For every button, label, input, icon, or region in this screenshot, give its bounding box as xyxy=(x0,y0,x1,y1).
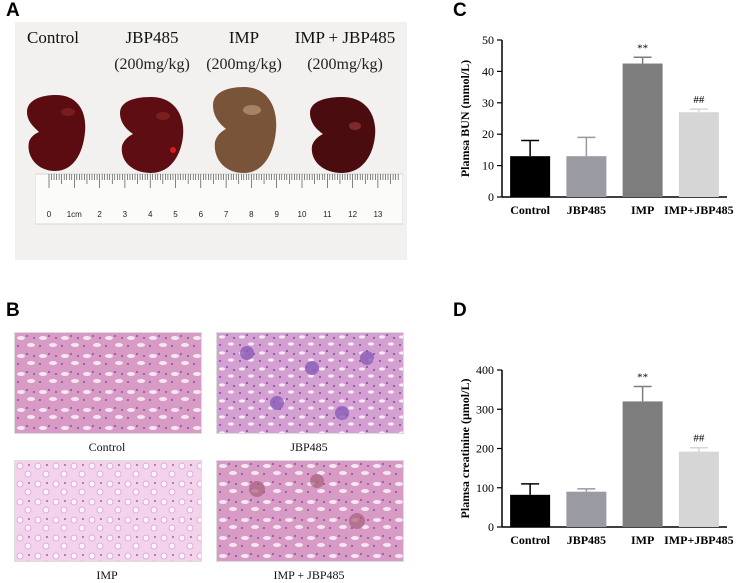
panel-letter-a: A xyxy=(6,0,20,21)
kidney-imp-jbp485 xyxy=(310,97,376,173)
ruler-label: 7 xyxy=(224,210,229,219)
panel-letter-b: B xyxy=(6,300,20,321)
creatinine-category-label: JBP485 xyxy=(567,533,606,547)
histology-imp-jbp485 xyxy=(216,460,404,562)
creatinine-category-label: Control xyxy=(510,533,550,547)
creatinine-bar xyxy=(566,491,607,527)
chart-creatinine: 0 100 200 300 400 Plamsa creatinine (μmol/L) C… xyxy=(458,363,734,547)
creatinine-category-label: IMP xyxy=(631,533,654,547)
bun-y-tick-label: 40 xyxy=(482,64,494,78)
bun-significance-label: ** xyxy=(637,42,648,54)
bun-bar xyxy=(678,112,719,197)
creatinine-category-label: IMP+JBP485 xyxy=(664,533,734,547)
ruler-label: 4 xyxy=(148,210,153,219)
creatinine-bar xyxy=(678,451,719,527)
dose-label-imp: (200mg/kg) xyxy=(206,56,282,73)
ruler-label: 12 xyxy=(348,210,357,219)
ruler-label: 6 xyxy=(199,210,204,219)
ruler-label: 10 xyxy=(298,210,307,219)
ruler: 0 1cm 2 3 4 5 6 7 8 9 10 11 12 13 xyxy=(35,173,403,225)
kidney-control xyxy=(27,95,86,171)
creatinine-y-tick-label: 0 xyxy=(488,520,494,534)
dose-label-jbp485: (200mg/kg) xyxy=(114,56,190,73)
bun-y-tick-label: 50 xyxy=(482,33,494,47)
ruler-label: 3 xyxy=(123,210,128,219)
ruler-label: 5 xyxy=(173,210,178,219)
creatinine-y-tick-label: 400 xyxy=(476,363,494,377)
creatinine-significance-label: ## xyxy=(693,433,705,445)
bun-category-label: IMP xyxy=(631,203,654,217)
dose-label-imp-jbp485: (200mg/kg) xyxy=(307,56,383,73)
creatinine-bar xyxy=(622,401,663,527)
histology-caption-imp-jbp485: IMP + JBP485 xyxy=(273,568,345,582)
bun-category-label: IMP+JBP485 xyxy=(664,203,734,217)
chart-bun: 0 10 20 30 40 50 Plamsa BUN (mmol/L) Control JBP… xyxy=(458,33,734,217)
creatinine-y-label: Plamsa creatinine (μmol/L) xyxy=(458,379,472,519)
ruler-label: 9 xyxy=(274,210,279,219)
bun-significance-label: ## xyxy=(693,94,705,106)
ruler-label: 2 xyxy=(97,210,102,219)
histology-jbp485 xyxy=(216,332,404,434)
bun-category-label: JBP485 xyxy=(567,203,606,217)
group-label-imp-jbp485: IMP + JBP485 xyxy=(294,28,396,47)
bun-category-label: Control xyxy=(510,203,550,217)
bun-bar xyxy=(510,156,551,197)
creatinine-significance-label: ** xyxy=(637,371,648,383)
ruler-label: 8 xyxy=(249,210,254,219)
group-label-jbp485: JBP485 xyxy=(125,28,179,47)
bun-bar xyxy=(566,156,607,197)
ruler-label: 0 xyxy=(47,210,52,219)
ruler-label: 13 xyxy=(373,210,382,219)
creatinine-bar xyxy=(510,494,551,527)
kidney-photo: Control JBP485 IMP IMP + JBP485 (200mg/k… xyxy=(15,22,407,260)
bun-bar xyxy=(622,63,663,197)
histology-caption-jbp485: JBP485 xyxy=(290,440,328,454)
bun-y-tick-label: 20 xyxy=(482,127,494,141)
panel-letter-d: D xyxy=(453,300,467,321)
ruler-label: 1cm xyxy=(67,210,82,219)
creatinine-y-tick-label: 300 xyxy=(476,402,494,416)
histology-control xyxy=(14,332,202,434)
ruler-label: 11 xyxy=(323,210,332,219)
histology-caption-imp: IMP xyxy=(96,568,118,582)
panel-letter-c: C xyxy=(453,0,467,21)
histology-caption-control: Control xyxy=(88,440,126,454)
kidney-imp xyxy=(213,87,277,173)
group-label-imp: IMP xyxy=(228,28,260,47)
creatinine-y-tick-label: 200 xyxy=(476,442,494,456)
bun-y-tick-label: 0 xyxy=(488,190,494,204)
bun-y-label: Plamsa BUN (mmol/L) xyxy=(458,60,472,177)
bun-y-tick-label: 30 xyxy=(482,96,494,110)
histology-imp xyxy=(14,460,202,562)
group-label-control: Control xyxy=(27,28,79,47)
kidney-jbp485 xyxy=(120,97,184,173)
bun-y-tick-label: 10 xyxy=(482,159,494,173)
creatinine-y-tick-label: 100 xyxy=(476,481,494,495)
